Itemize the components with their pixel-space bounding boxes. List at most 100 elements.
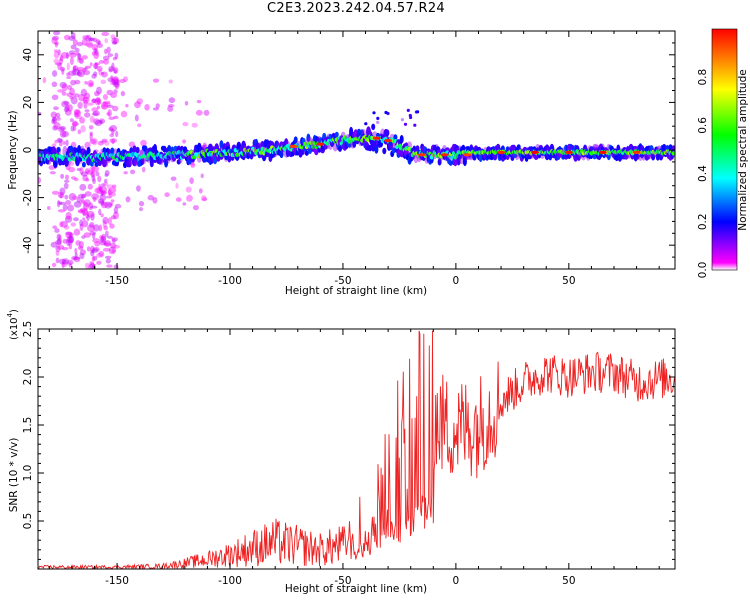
spectrogram-noise-blob — [99, 235, 107, 244]
spectrogram-noise-blob — [104, 255, 112, 259]
spectrogram-noise-blob — [81, 208, 89, 216]
spectrogram-ridge-halo — [164, 158, 169, 168]
spectrogram-noise-blob — [73, 109, 81, 115]
spectrogram-noise-blob — [88, 125, 94, 130]
spectrogram-noise-blob — [72, 39, 78, 46]
spectrogram-noise-blob — [104, 170, 110, 176]
spectrogram-noise-blob — [82, 99, 87, 106]
spectrogram-noise-blob — [125, 196, 131, 203]
spectrogram-noise-blob — [86, 40, 94, 49]
spectrogram-noise-blob — [94, 98, 102, 106]
spectrogram-noise-blob — [64, 215, 73, 223]
page-title: C2E3.2023.242.04.57.R24 — [267, 1, 445, 16]
spectrogram-noise-blob — [91, 98, 97, 104]
spectrogram-noise-blob — [413, 123, 417, 127]
spectrogram-noise-blob — [111, 41, 118, 45]
spectrogram-noise-blob — [108, 116, 115, 120]
spectrogram-noise-blob — [89, 231, 97, 236]
spectrogram-noise-blob — [55, 240, 62, 245]
spectrogram-ridge-halo — [262, 154, 267, 162]
spectrogram-noise-blob — [106, 235, 113, 239]
spectrogram-noise-blob — [60, 220, 68, 228]
spectrogram-noise-blob — [66, 238, 71, 246]
spectrogram-noise-blob — [69, 87, 75, 96]
snr-x-axis-label: Height of straight line (km) — [285, 583, 427, 595]
spectrogram-noise-blob — [112, 56, 117, 61]
spectrogram-noise-blob — [99, 60, 105, 64]
spectrogram-noise-blob — [75, 115, 83, 120]
spectrogram-noise-blob — [63, 106, 69, 113]
spectrogram-noise-blob — [67, 84, 72, 90]
spectrogram-noise-blob — [58, 141, 63, 147]
spectrogram-noise-blob — [77, 245, 84, 251]
spectrogram-noise-blob — [84, 168, 90, 174]
spectrogram-noise-blob — [79, 167, 84, 175]
spectrogram-noise-blob — [111, 238, 116, 244]
spectrogram-noise-blob — [72, 65, 79, 72]
spectrogram-noise-blob — [113, 82, 120, 88]
spectrogram-noise-blob — [83, 92, 91, 100]
spectrogram-noise-blob — [79, 207, 88, 212]
x-tick-label: -100 — [218, 275, 242, 287]
spectrogram-noise-blob — [57, 89, 64, 93]
spectrogram-noise-blob — [77, 101, 83, 109]
spectrogram-noise-blob — [97, 198, 105, 203]
spectrogram-noise-blob — [59, 54, 64, 62]
spectrogram-noise-blob — [59, 193, 63, 199]
spectrogram-peak — [632, 150, 641, 154]
spectrogram-noise-blob — [106, 104, 114, 108]
spectrogram-noise-blob — [60, 173, 65, 179]
spectrogram-noise-blob — [97, 175, 102, 183]
spectrogram-ridge-halo — [162, 145, 167, 153]
spectrogram-noise-blob — [81, 220, 89, 228]
spectrogram-ridge-halo — [176, 159, 181, 165]
spectrogram-noise-blob — [406, 108, 410, 112]
x-tick-label: -50 — [334, 575, 351, 587]
spectrogram-ridge-halo — [81, 161, 86, 168]
snr-series-line — [38, 330, 675, 569]
spectrogram-noise-blob — [111, 77, 119, 83]
spectrogram-noise-blob — [98, 69, 102, 76]
spectrogram-noise-blob — [82, 211, 86, 217]
spectrogram-ridge-halo — [399, 135, 404, 144]
colorbar-tick-label: 0.2 — [697, 213, 709, 230]
spectrogram-noise-blob — [114, 52, 119, 59]
spectrogram-noise-blob — [104, 201, 112, 209]
spectrogram-noise-blob — [68, 244, 73, 250]
spectrogram-noise-blob — [136, 98, 143, 105]
spectrogram-noise-blob — [73, 217, 79, 222]
spectrogram-noise-blob — [53, 106, 59, 111]
spectrogram-noise-blob — [55, 250, 60, 256]
spectrogram-noise-blob — [87, 80, 94, 88]
spectrogram-noise-blob — [82, 35, 90, 40]
spectrogram-noise-blob — [103, 225, 108, 231]
spectrogram-noise-blob — [59, 221, 64, 228]
spectrogram-noise-blob — [60, 66, 66, 72]
spectrogram-noise-blob — [86, 213, 90, 222]
y-tick-label: -40 — [22, 237, 34, 254]
spectrogram-ridge-halo — [64, 156, 69, 166]
spectrogram-noise-blob — [99, 120, 103, 124]
spectrogram-noise-blob — [107, 188, 111, 196]
spectrogram-noise-blob — [59, 126, 67, 131]
spectrogram-ridge-core — [309, 140, 314, 146]
spectrogram-noise-blob — [185, 186, 192, 193]
spectrogram-noise-blob — [108, 66, 115, 72]
spectrogram-ridge-halo — [304, 150, 309, 156]
spectrogram-noise-blob — [110, 215, 117, 220]
spectrogram-noise-blob — [72, 68, 80, 76]
spectrogram-noise-blob — [76, 71, 83, 77]
spectrogram-noise-blob — [76, 57, 84, 63]
spectrogram-noise-blob — [83, 69, 91, 76]
spectrogram-ridge-core — [145, 156, 150, 161]
spectrogram-noise-blob — [155, 103, 160, 109]
spectrogram-noise-blob — [113, 78, 120, 87]
spectrogram-noise-blob — [65, 231, 73, 236]
spectrogram-noise-blob — [376, 120, 380, 124]
spectrogram-noise-blob — [108, 127, 114, 132]
spectrogram-noise-blob — [109, 133, 115, 138]
spectrogram-noise-blob — [140, 139, 147, 147]
spectrogram-noise-blob — [100, 213, 104, 218]
colorbar-tick-label: 0.8 — [697, 69, 709, 86]
spectrogram-peak — [372, 136, 381, 140]
